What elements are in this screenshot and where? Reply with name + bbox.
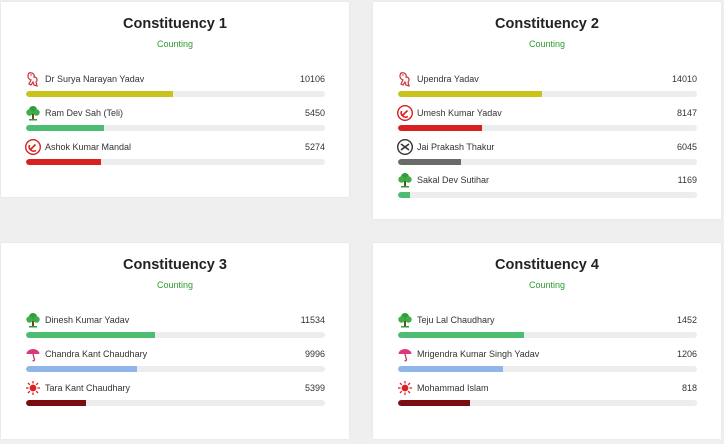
counting-status: Counting — [528, 39, 566, 49]
spiral-icon — [397, 139, 413, 155]
candidate-row[interactable]: Dr Surya Narayan Yadav 10106 — [25, 71, 325, 99]
candidate-row[interactable]: Tara Kant Chaudhary 5399 — [25, 380, 325, 408]
candidate-name: Tara Kant Chaudhary — [45, 383, 131, 393]
vote-count: 9996 — [304, 349, 325, 359]
vote-share-fill — [398, 366, 503, 372]
constituency-title: Constituency 2 — [495, 16, 599, 32]
candidate-row[interactable]: Ram Dev Sah (Teli) 5450 — [25, 105, 325, 133]
vote-share-bar — [398, 192, 697, 198]
vote-share-bar — [398, 91, 697, 97]
constituency-card-3[interactable]: Constituency 3 Counting Dinesh Kumar Yad… — [1, 243, 349, 439]
vote-count: 5450 — [304, 108, 325, 118]
constituency-title: Constituency 1 — [123, 16, 227, 32]
candidate-row[interactable]: Umesh Kumar Yadav 8147 — [397, 105, 697, 133]
vote-share-fill — [398, 332, 524, 338]
sickle-icon — [397, 105, 413, 121]
candidate-row[interactable]: Teju Lal Chaudhary 1452 — [397, 312, 697, 340]
vote-share-fill — [398, 400, 470, 406]
sun-icon — [397, 380, 413, 396]
vote-share-bar — [398, 125, 697, 131]
constituency-card-1[interactable]: Constituency 1 Counting Dr Surya Narayan… — [1, 2, 349, 197]
candidate-row[interactable]: Upendra Yadav 14010 — [397, 71, 697, 99]
constituency-title: Constituency 4 — [495, 257, 599, 273]
vote-share-bar — [26, 400, 325, 406]
candidate-name: Dr Surya Narayan Yadav — [45, 74, 145, 84]
constituency-title: Constituency 3 — [123, 257, 227, 273]
vote-share-bar — [26, 366, 325, 372]
counting-status: Counting — [528, 280, 566, 290]
counting-status: Counting — [156, 280, 194, 290]
umbrella-icon — [25, 346, 41, 362]
vote-share-fill — [398, 125, 482, 131]
candidate-name: Mrigendra Kumar Singh Yadav — [417, 349, 540, 359]
vote-count: 1452 — [676, 315, 697, 325]
candidate-name: Ashok Kumar Mandal — [45, 142, 132, 152]
sun-icon — [25, 380, 41, 396]
candidate-row[interactable]: Dinesh Kumar Yadav 11534 — [25, 312, 325, 340]
vote-share-fill — [398, 91, 542, 97]
candidate-name: Teju Lal Chaudhary — [417, 315, 495, 325]
candidate-name: Dinesh Kumar Yadav — [45, 315, 130, 325]
candidate-name: Jai Prakash Thakur — [417, 142, 495, 152]
vote-count: 10106 — [299, 74, 325, 84]
vote-count: 11534 — [300, 315, 325, 325]
vote-share-fill — [26, 332, 155, 338]
vote-count: 818 — [681, 383, 697, 393]
counting-status: Counting — [156, 39, 194, 49]
candidate-row[interactable]: Mohammad Islam 818 — [397, 380, 697, 408]
umbrella-icon — [397, 346, 413, 362]
candidate-name: Umesh Kumar Yadav — [417, 108, 502, 118]
vote-count: 5399 — [304, 383, 325, 393]
constituency-card-4[interactable]: Constituency 4 Counting Teju Lal Chaudha… — [373, 243, 721, 439]
candidate-row[interactable]: Chandra Kant Chaudhary 9996 — [25, 346, 325, 374]
candidate-name: Upendra Yadav — [417, 74, 479, 84]
sickle-icon — [25, 139, 41, 155]
vote-share-bar — [26, 332, 325, 338]
vote-count: 14010 — [671, 74, 697, 84]
vote-share-bar — [398, 332, 697, 338]
vote-share-fill — [398, 192, 410, 198]
tiger-icon — [397, 71, 413, 87]
vote-count: 1206 — [676, 349, 697, 359]
candidate-name: Sakal Dev Sutihar — [417, 175, 490, 185]
vote-share-fill — [26, 159, 101, 165]
tree-icon — [25, 312, 41, 328]
vote-count: 8147 — [676, 108, 697, 118]
constituency-card-2[interactable]: Constituency 2 Counting Upendra Yadav 140… — [373, 2, 721, 219]
candidate-name: Chandra Kant Chaudhary — [45, 349, 148, 359]
vote-count: 1169 — [677, 175, 697, 185]
candidate-name: Ram Dev Sah (Teli) — [45, 108, 124, 118]
vote-share-bar — [398, 159, 697, 165]
vote-share-bar — [26, 91, 325, 97]
vote-share-bar — [398, 400, 697, 406]
tiger-icon — [25, 71, 41, 87]
candidate-row[interactable]: Mrigendra Kumar Singh Yadav 1206 — [397, 346, 697, 374]
vote-share-fill — [26, 91, 173, 97]
tree-icon — [397, 312, 413, 328]
tree-icon — [25, 105, 41, 121]
tree-icon — [397, 172, 413, 188]
vote-share-bar — [398, 366, 697, 372]
candidate-row[interactable]: Jai Prakash Thakur 6045 — [397, 139, 697, 167]
vote-share-fill — [26, 366, 137, 372]
candidate-row[interactable]: Sakal Dev Sutihar 1169 — [397, 172, 697, 200]
vote-share-fill — [398, 159, 461, 165]
vote-share-bar — [26, 125, 325, 131]
vote-share-bar — [26, 159, 325, 165]
vote-share-fill — [26, 400, 86, 406]
candidate-name: Mohammad Islam — [417, 383, 489, 393]
vote-count: 6045 — [676, 142, 697, 152]
vote-count: 5274 — [304, 142, 325, 152]
candidate-row[interactable]: Ashok Kumar Mandal 5274 — [25, 139, 325, 167]
vote-share-fill — [26, 125, 104, 131]
